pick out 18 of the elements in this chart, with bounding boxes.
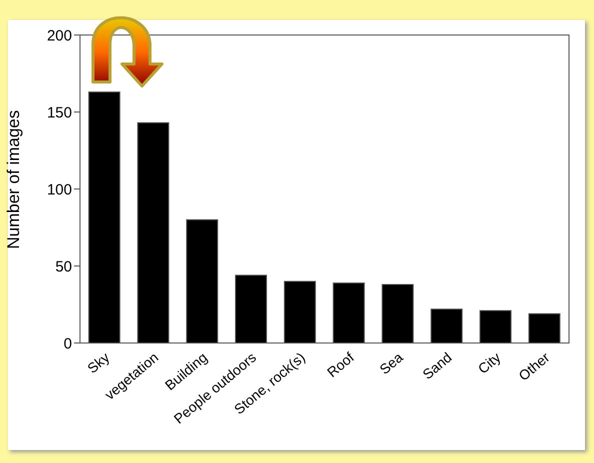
bar <box>88 91 120 343</box>
bar <box>382 284 414 343</box>
bar <box>284 280 316 343</box>
y-axis-title: Number of images <box>4 110 24 249</box>
bar <box>528 313 560 343</box>
y-tick-label: 200 <box>46 27 72 44</box>
bar <box>480 310 512 343</box>
x-tick-label: City <box>474 349 504 377</box>
y-tick-label: 0 <box>64 335 72 352</box>
bar <box>137 122 170 343</box>
bar <box>186 219 218 343</box>
bar <box>430 308 463 343</box>
y-tick-label: 150 <box>46 104 72 122</box>
bar <box>235 274 267 343</box>
y-tick-label: 50 <box>55 258 72 276</box>
bar <box>332 282 365 343</box>
y-tick-label: 100 <box>46 181 72 198</box>
x-tick-label: Sea <box>376 348 406 378</box>
